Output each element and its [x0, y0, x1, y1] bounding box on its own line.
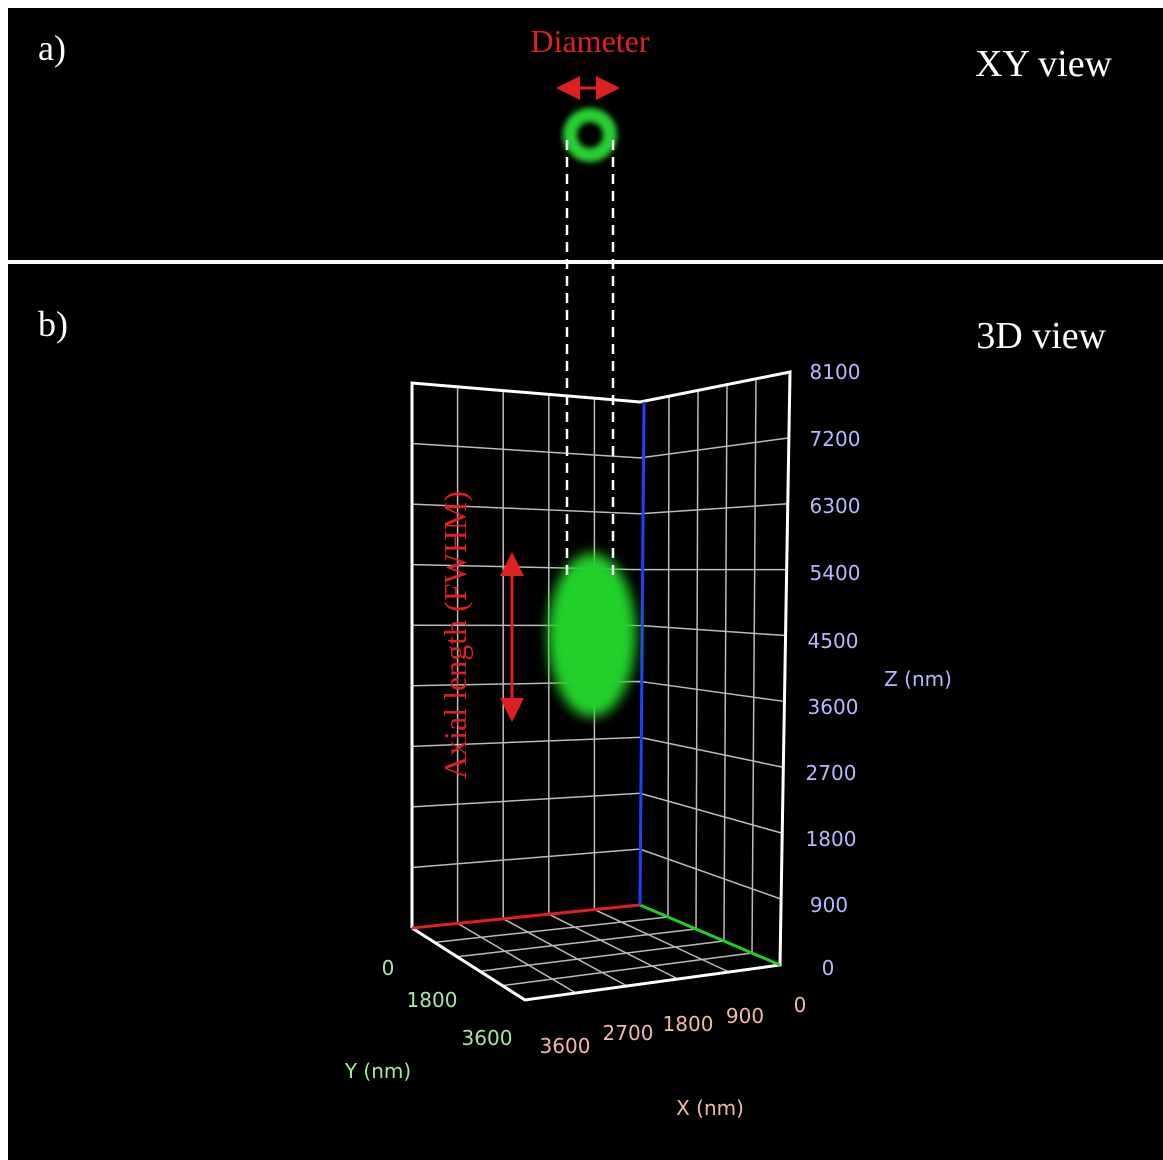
figure: a) XY view Diameter b) 3D view Axial len… [0, 0, 1163, 1160]
divider [8, 260, 1163, 264]
z-tick-label: 2700 [806, 761, 857, 785]
x-tick-label: 900 [726, 1004, 764, 1028]
z-tick-label: 1800 [806, 827, 857, 851]
panel-title: 3D view [976, 315, 1106, 357]
grid-line [668, 396, 669, 917]
blob [548, 553, 636, 717]
z-tick-label: 7200 [810, 427, 861, 451]
y-tick-label: 0 [382, 956, 395, 980]
annotation: Axial length (FWHM) [437, 491, 473, 779]
z-tick-label: 900 [810, 893, 848, 917]
panel-label: b) [38, 304, 68, 344]
annotation: Diameter [530, 23, 649, 59]
z-tick-label: 8100 [810, 360, 861, 384]
x-tick-label: 0 [794, 993, 807, 1017]
axis-label: Z (nm) [884, 667, 952, 691]
y-tick-label: 1800 [407, 988, 458, 1012]
x-tick-label: 2700 [603, 1021, 654, 1045]
z-tick-label: 5400 [810, 561, 861, 585]
axis-label: X (nm) [676, 1096, 744, 1120]
panel-label: a) [38, 28, 66, 68]
panel-title: XY view [975, 43, 1112, 85]
x-tick-label: 3600 [540, 1034, 591, 1058]
z-tick-label: 0 [822, 956, 835, 980]
y-tick-label: 3600 [462, 1026, 513, 1050]
x-tick-label: 1800 [663, 1012, 714, 1036]
z-tick-label: 4500 [808, 629, 859, 653]
axis-label: Y (nm) [344, 1059, 411, 1083]
z-tick-label: 6300 [810, 494, 861, 518]
z-tick-label: 3600 [808, 695, 859, 719]
